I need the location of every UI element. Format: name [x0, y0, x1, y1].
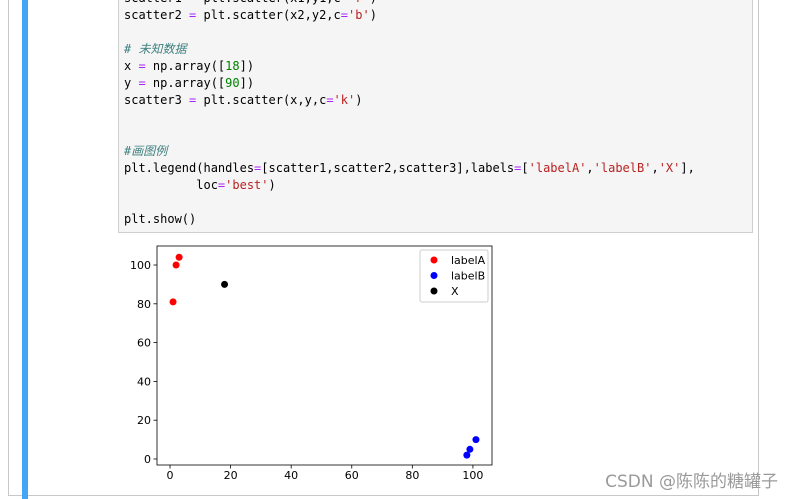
code-token: [scatter1,scatter2,scatter3],labels [261, 161, 515, 175]
code-token: ]) [239, 59, 255, 73]
code-token: 'b' [348, 8, 370, 22]
code-token: scatter1 [124, 0, 189, 5]
point [221, 280, 229, 288]
code-line: scatter3 = plt.scatter(x,y,c='k') [124, 92, 362, 109]
code-token: np.array([ [145, 59, 226, 73]
x-tick-label: 60 [345, 469, 359, 482]
code-line: #画图例 [124, 143, 167, 160]
code-token: = [189, 0, 196, 5]
code-token: [ [521, 161, 529, 175]
code-token: 'k' [333, 93, 356, 107]
code-token: ) [268, 178, 276, 192]
code-token: scatter2 [124, 8, 190, 22]
code-token: 'labelA' [528, 161, 587, 175]
code-token: = [326, 93, 334, 107]
legend [419, 249, 489, 303]
x-tick-label: 80 [405, 469, 419, 482]
legend-marker [430, 256, 438, 264]
legend-marker [430, 272, 438, 279]
code-line: x = np.array([18]) [124, 58, 254, 75]
y-tick-label: 60 [137, 337, 151, 350]
code-token: 'best' [225, 178, 269, 192]
code-token: #画图例 [124, 144, 168, 158]
code-token: ], [680, 161, 695, 175]
code-token: = [189, 8, 197, 22]
code-token: scatter3 [124, 93, 190, 107]
code-token: plt.scatter(x,y,c [196, 93, 327, 107]
chart: 0 20 40 60 80 100 0 20 40 60 80 100 labelA labelB X [130, 245, 493, 482]
code-token: = [138, 76, 146, 90]
code-token: plt.show() [124, 212, 197, 226]
legend-label: X [451, 285, 459, 298]
code-token: , [586, 161, 594, 175]
code-token: loc [124, 178, 218, 192]
x-tick-label: 20 [224, 469, 238, 482]
y-tick-label: 20 [137, 414, 151, 427]
code-token: = [340, 8, 348, 22]
code-line: scatter2 = plt.scatter(x2,y2,c='b') [124, 7, 377, 24]
point [466, 445, 474, 453]
code-token: , [651, 161, 659, 175]
code-token: x [124, 59, 139, 73]
code-token: = [217, 178, 226, 192]
code-cell[interactable]: scatter1 = plt.scatter(x1,y1,c='r')scatt… [118, 0, 753, 233]
point [175, 253, 183, 261]
x-tick-label: 0 [167, 469, 174, 482]
y-tick-label: 80 [137, 298, 151, 311]
code-token: ]) [239, 76, 255, 90]
y-tick-label: 0 [144, 453, 151, 466]
code-token: 'labelB' [593, 161, 652, 175]
code-token: ) [369, 8, 377, 22]
point [463, 451, 471, 459]
code-token: 18 [225, 59, 240, 73]
selected-cell-bar [22, 0, 28, 499]
x-tick-label: 40 [284, 469, 298, 482]
code-line: scatter1 = plt.scatter(x1,y1,c='r') [124, 0, 377, 7]
code-line: plt.show() [124, 211, 196, 228]
x-tick-label: 100 [462, 469, 483, 482]
legend-marker [430, 287, 438, 295]
code-token: = [514, 161, 522, 175]
cell [8, 0, 759, 496]
point [472, 436, 480, 444]
code-token: = [189, 93, 197, 107]
code-line: plt.legend(handles=[scatter1,scatter2,sc… [124, 160, 695, 177]
code-token: y [124, 76, 139, 90]
code-token: plt.scatter(x1,y1,c [196, 0, 340, 5]
code-token: # 未知数据 [124, 42, 187, 56]
code-line: y = np.array([90]) [124, 75, 254, 92]
code-token: = [254, 161, 262, 175]
code-token: ) [370, 0, 377, 5]
legend-label: labelA [451, 254, 486, 267]
y-tick-label: 40 [137, 375, 151, 388]
watermark: CSDN @陈陈的糖罐子 [605, 472, 778, 492]
code-token: = [341, 0, 348, 5]
code-token: = [138, 59, 146, 73]
code-token: ) [355, 93, 363, 107]
code-line: loc='best') [124, 177, 276, 194]
code-token: 'X' [658, 161, 681, 175]
legend-label: labelB [451, 270, 485, 283]
point [172, 261, 180, 269]
code-token: plt.legend(handles [124, 161, 255, 175]
code-token: np.array([ [145, 76, 226, 90]
code-token: 'r' [348, 0, 370, 5]
y-tick-label: 100 [130, 259, 151, 272]
code-token: 90 [225, 76, 240, 90]
code-token: plt.scatter(x2,y2,c [196, 8, 341, 22]
point [169, 298, 177, 306]
code-line: # 未知数据 [124, 41, 186, 58]
